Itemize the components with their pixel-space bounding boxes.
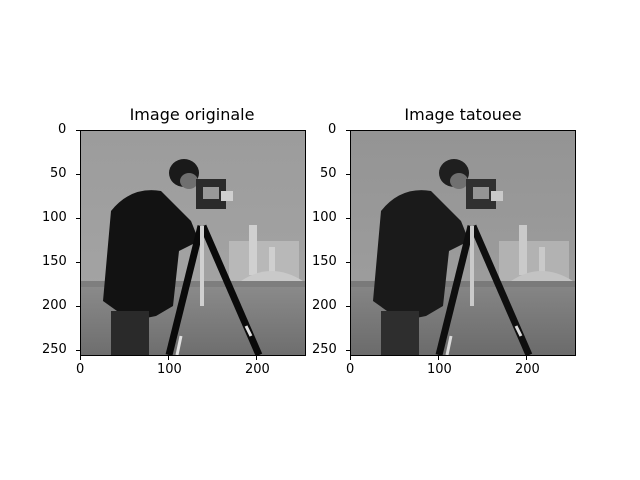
y-tick: 100 (42, 210, 67, 225)
x-tick: 0 (346, 362, 355, 377)
y-tick: 0 (328, 122, 337, 137)
cameraman-photo-original (81, 131, 305, 355)
y-tick: 250 (42, 342, 67, 357)
axes-watermarked: 0 50 100 150 200 250 0 100 200 (312, 122, 576, 377)
x-tick: 200 (515, 362, 540, 377)
panel-title-original: Image originale (129, 105, 255, 124)
x-tick: 0 (76, 362, 85, 377)
cameraman-photo-watermarked (351, 131, 575, 355)
image-original (80, 130, 306, 356)
x-tick: 200 (245, 362, 270, 377)
y-tick: 0 (58, 122, 67, 137)
y-tick: 150 (312, 254, 337, 269)
y-tick: 200 (42, 298, 67, 313)
y-tick: 50 (50, 166, 67, 181)
image-watermarked (350, 130, 576, 356)
y-tick: 50 (320, 166, 337, 181)
x-tick: 100 (427, 362, 452, 377)
axes-original: 0 50 100 150 200 250 0 100 200 (42, 122, 306, 377)
x-tick: 100 (157, 362, 182, 377)
y-tick: 150 (42, 254, 67, 269)
y-tick: 250 (312, 342, 337, 357)
y-tick: 100 (312, 210, 337, 225)
y-tick: 200 (312, 298, 337, 313)
panel-title-watermarked: Image tatouee (404, 105, 522, 124)
